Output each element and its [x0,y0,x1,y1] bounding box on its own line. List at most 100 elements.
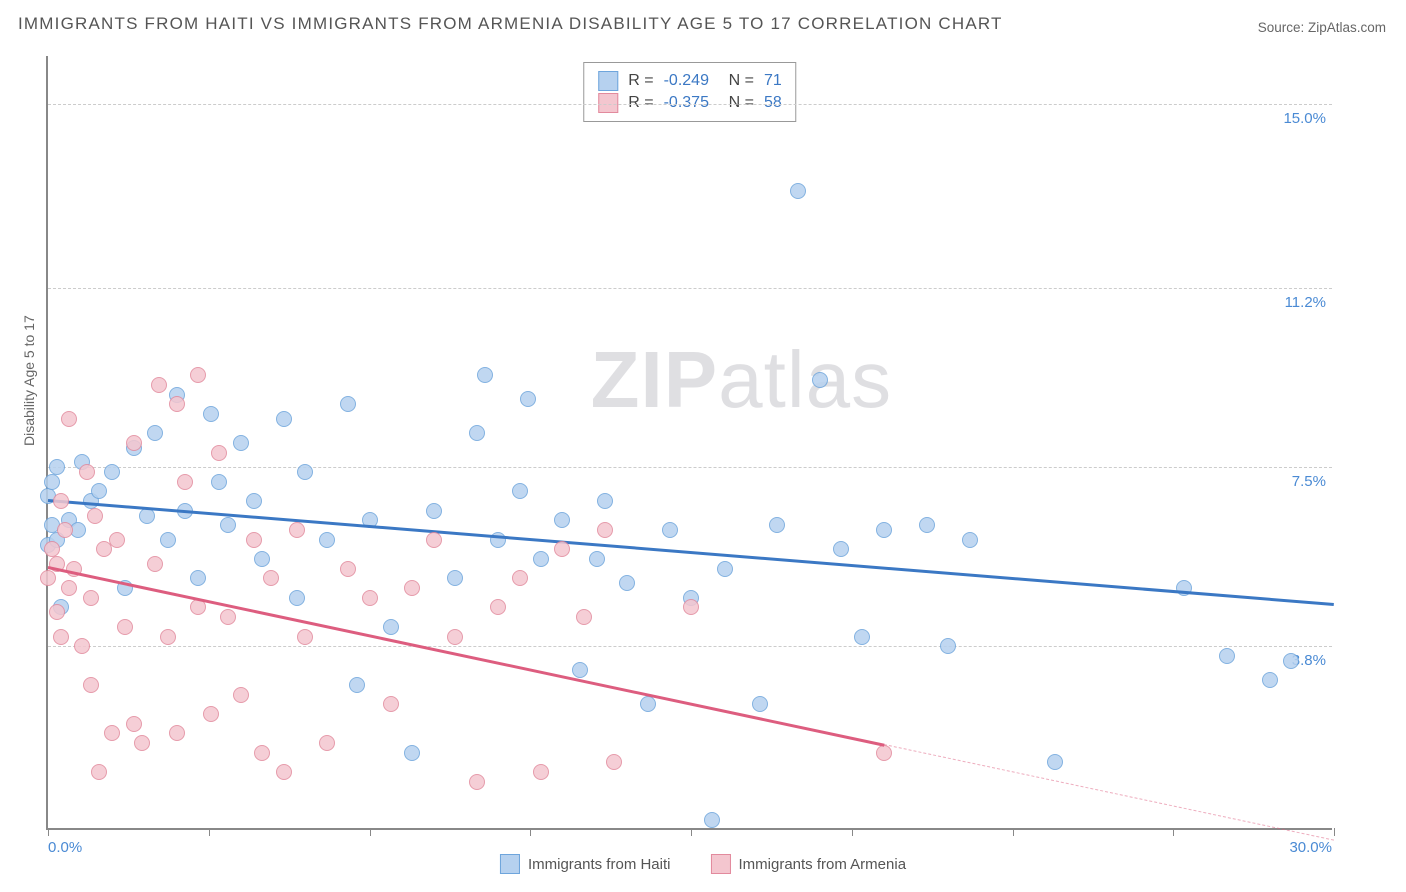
legend-label-armenia: Immigrants from Armenia [738,856,906,873]
data-point [61,411,77,427]
data-point [74,638,90,654]
data-point [289,522,305,538]
data-point [340,396,356,412]
data-point [477,367,493,383]
n-value-haiti: 71 [764,72,782,90]
data-point [662,522,678,538]
gridline [48,288,1332,289]
data-point [254,551,270,567]
data-point [233,435,249,451]
data-point [263,570,279,586]
data-point [297,629,313,645]
chart-title: IMMIGRANTS FROM HAITI VS IMMIGRANTS FROM… [18,14,1003,34]
source-label: Source: ZipAtlas.com [1258,20,1386,35]
data-point [53,493,69,509]
data-point [203,706,219,722]
data-point [91,764,107,780]
data-point [104,464,120,480]
gridline [48,467,1332,468]
data-point [169,396,185,412]
data-point [276,764,292,780]
data-point [117,619,133,635]
x-tick [1334,828,1335,836]
swatch-haiti [598,71,618,91]
data-point [362,590,378,606]
data-point [512,570,528,586]
data-point [211,445,227,461]
data-point [169,725,185,741]
data-point [812,372,828,388]
data-point [87,508,103,524]
r-value-haiti: -0.249 [664,72,719,90]
y-tick-label: 11.2% [1285,294,1326,311]
legend-bottom: Immigrants from Haiti Immigrants from Ar… [500,854,906,874]
data-point [91,483,107,499]
data-point [126,435,142,451]
x-tick [48,828,49,836]
data-point [790,183,806,199]
trend-line-dashed [884,744,1334,841]
data-point [319,532,335,548]
data-point [426,503,442,519]
data-point [44,474,60,490]
legend-label-haiti: Immigrants from Haiti [528,856,671,873]
data-point [606,754,622,770]
legend-swatch-armenia [710,854,730,874]
legend-item-haiti: Immigrants from Haiti [500,854,671,874]
data-point [79,464,95,480]
y-tick-label: 15.0% [1283,110,1326,127]
chart-container: IMMIGRANTS FROM HAITI VS IMMIGRANTS FROM… [0,0,1406,892]
watermark: ZIPatlas [591,334,892,426]
data-point [44,541,60,557]
data-point [940,638,956,654]
x-tick [530,828,531,836]
data-point [319,735,335,751]
data-point [383,619,399,635]
data-point [53,629,69,645]
data-point [533,764,549,780]
plot-area: ZIPatlas R = -0.249 N = 71 R = -0.375 N … [46,56,1332,830]
data-point [254,745,270,761]
data-point [876,522,892,538]
data-point [246,532,262,548]
data-point [233,687,249,703]
data-point [220,517,236,533]
data-point [83,677,99,693]
data-point [104,725,120,741]
data-point [61,580,77,596]
data-point [576,609,592,625]
data-point [147,556,163,572]
data-point [619,575,635,591]
swatch-armenia [598,93,618,113]
data-point [177,474,193,490]
data-point [383,696,399,712]
data-point [447,629,463,645]
data-point [109,532,125,548]
data-point [340,561,356,577]
data-point [160,629,176,645]
data-point [469,774,485,790]
data-point [1262,672,1278,688]
x-tick [370,828,371,836]
data-point [404,745,420,761]
data-point [640,696,656,712]
data-point [1047,754,1063,770]
data-point [220,609,236,625]
data-point [512,483,528,499]
data-point [447,570,463,586]
x-tick [1013,828,1014,836]
data-point [1219,648,1235,664]
data-point [57,522,73,538]
legend-item-armenia: Immigrants from Armenia [710,854,906,874]
data-point [490,599,506,615]
data-point [554,512,570,528]
x-tick [1173,828,1174,836]
trend-line [48,566,884,746]
data-point [919,517,935,533]
data-point [752,696,768,712]
data-point [520,391,536,407]
data-point [426,532,442,548]
x-tick [852,828,853,836]
data-point [190,599,206,615]
data-point [769,517,785,533]
